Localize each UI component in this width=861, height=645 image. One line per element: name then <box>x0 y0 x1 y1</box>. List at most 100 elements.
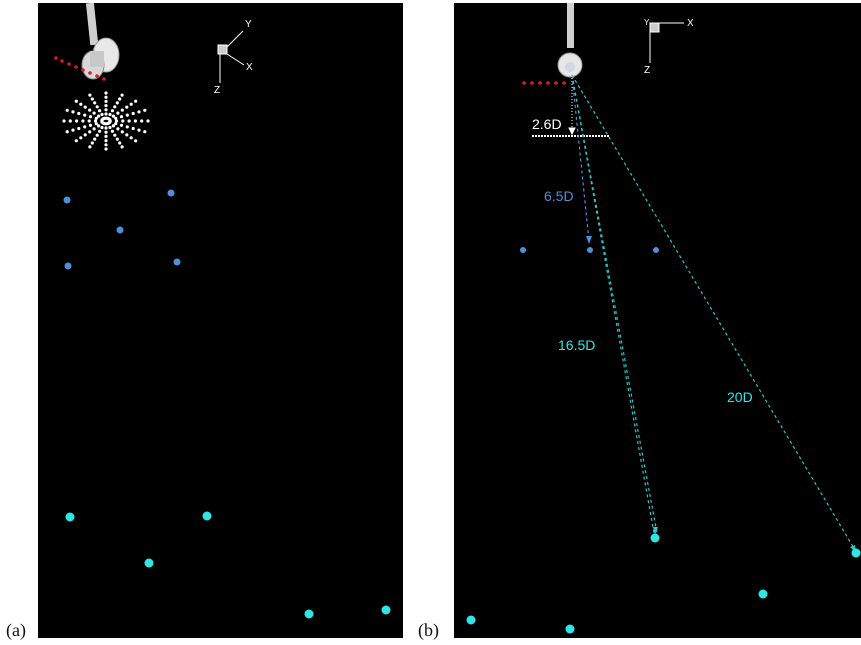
starburst-dot <box>115 101 119 105</box>
blue-marker <box>116 226 124 234</box>
starburst-dot <box>88 115 93 119</box>
cyan-marker <box>650 533 660 543</box>
red-marker-line-b <box>522 81 566 85</box>
cyan-marker <box>144 558 154 568</box>
starburst-dot <box>68 119 72 123</box>
starburst-dot <box>83 125 87 129</box>
blue-markers-a <box>63 189 181 270</box>
arrowheads <box>586 236 856 553</box>
starburst-dot <box>88 108 92 112</box>
starburst-dot <box>92 127 96 131</box>
starburst-dot <box>104 99 108 103</box>
starburst-dot <box>111 124 115 128</box>
annotation-6-5d: 6.5D <box>544 188 574 204</box>
starburst-dot <box>137 110 141 114</box>
starburst-dot <box>87 119 91 123</box>
starburst-dot <box>93 119 98 123</box>
starburst-dot <box>125 113 129 117</box>
probe-b <box>557 3 583 78</box>
panel-b-label: (b) <box>418 620 439 640</box>
starburst-dot <box>125 133 129 137</box>
blue-marker <box>64 262 72 270</box>
starburst-dot <box>74 139 78 143</box>
cyan-marker <box>304 609 314 619</box>
axis-triad-a <box>217 30 245 83</box>
panel-a-label: (a) <box>6 620 26 640</box>
panel-a: Y X Z <box>38 2 403 638</box>
blue-marker <box>167 189 175 197</box>
dashed-paths <box>571 74 856 551</box>
blue-marker <box>653 247 659 253</box>
starburst-dot <box>108 125 112 130</box>
starburst-dot <box>118 141 122 145</box>
cyan-marker <box>851 548 861 558</box>
starburst-dot <box>79 136 83 140</box>
starburst-dot <box>129 102 133 106</box>
starburst-dot <box>125 125 129 129</box>
starburst-dot <box>92 111 96 115</box>
starburst-dot <box>71 110 75 114</box>
panel-b: Y X Z 2.6D 6.5D 16.5D 20D <box>454 3 861 638</box>
starburst-dot <box>94 116 98 120</box>
starburst-dot <box>77 111 81 116</box>
starburst-dot <box>131 126 135 131</box>
starburst-dot <box>137 128 141 132</box>
starburst-dot <box>143 130 147 134</box>
starburst-dot <box>143 108 147 112</box>
annotation-2-6d: 2.6D <box>532 116 562 132</box>
probe-a <box>81 2 120 80</box>
starburst-dot <box>95 133 99 137</box>
path-6-5d <box>571 74 590 242</box>
starburst-dot <box>83 105 87 109</box>
starburst-dot <box>129 136 133 140</box>
starburst-dot <box>134 99 138 103</box>
starburst-dot <box>100 125 104 130</box>
panel-b-canvas: Y X Z 2.6D 6.5D 16.5D 20D <box>466 3 861 634</box>
path-20d <box>571 74 856 551</box>
starburst-pattern-a <box>62 91 150 151</box>
starburst-dot <box>119 123 124 127</box>
starburst-dot <box>77 126 81 131</box>
starburst-dot <box>94 122 98 126</box>
starburst-dot <box>121 119 125 123</box>
cyan-marker <box>758 589 768 599</box>
starburst-dot <box>83 133 87 137</box>
starburst-dot <box>133 119 137 123</box>
starburst-dot <box>116 111 120 115</box>
panel-a-canvas: Y X Z <box>54 2 391 619</box>
starburst-dot <box>104 104 108 108</box>
starburst-dot <box>127 119 131 123</box>
starburst-dot <box>65 108 69 112</box>
starburst-dot <box>83 113 87 117</box>
cyan-marker <box>202 511 212 521</box>
starburst-dot <box>93 101 97 105</box>
cyan-marker <box>381 605 391 615</box>
axis-y-label-b: Y <box>644 18 650 27</box>
starburst-dot <box>113 105 117 109</box>
starburst-dot <box>125 105 129 109</box>
starburst-dot <box>120 130 124 134</box>
starburst-dot <box>62 119 66 123</box>
starburst-dot <box>104 143 108 147</box>
path-16-5d-b <box>571 74 658 534</box>
axis-x-label-b: X <box>687 18 694 29</box>
starburst-dot <box>119 115 124 119</box>
annotation-20d: 20D <box>727 389 753 405</box>
axis-z-label-b: Z <box>644 65 650 76</box>
starburst-dot <box>100 112 104 117</box>
starburst-dot <box>104 130 108 134</box>
blue-marker <box>63 196 71 204</box>
starburst-dot <box>98 129 102 133</box>
axis-x-label-a: X <box>246 62 253 73</box>
starburst-dot <box>104 147 108 151</box>
starburst-dot <box>98 109 102 113</box>
starburst-dot <box>140 119 144 123</box>
starburst-dot <box>97 114 101 118</box>
starburst-dot <box>88 93 92 97</box>
starburst-dot <box>93 137 97 141</box>
starburst-dot <box>88 145 92 149</box>
axis-y-label-a: Y <box>245 19 252 30</box>
starburst-dot <box>75 119 79 123</box>
starburst-dot <box>131 111 135 116</box>
starburst-dot <box>108 112 112 117</box>
